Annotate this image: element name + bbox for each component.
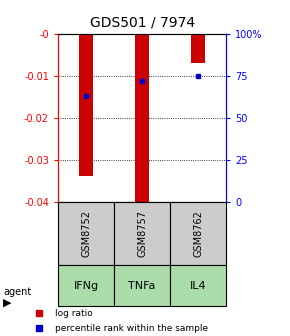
Bar [170, 202, 226, 265]
Bar [135, 34, 149, 202]
Text: percentile rank within the sample: percentile rank within the sample [55, 324, 208, 333]
Title: GDS501 / 7974: GDS501 / 7974 [90, 16, 195, 30]
Text: GSM8752: GSM8752 [81, 210, 91, 257]
Text: TNFa: TNFa [128, 281, 156, 291]
Bar [114, 202, 170, 265]
Text: ▶: ▶ [3, 297, 11, 307]
Text: log ratio: log ratio [55, 309, 92, 318]
Bar [58, 202, 114, 265]
Bar [114, 265, 170, 306]
Bar [79, 34, 93, 176]
Bar [191, 34, 205, 63]
Text: GSM8762: GSM8762 [193, 210, 203, 257]
Text: IL4: IL4 [190, 281, 206, 291]
Bar [170, 265, 226, 306]
Text: IFNg: IFNg [73, 281, 99, 291]
Text: agent: agent [3, 287, 31, 297]
Text: GSM8757: GSM8757 [137, 210, 147, 257]
Bar [58, 265, 114, 306]
